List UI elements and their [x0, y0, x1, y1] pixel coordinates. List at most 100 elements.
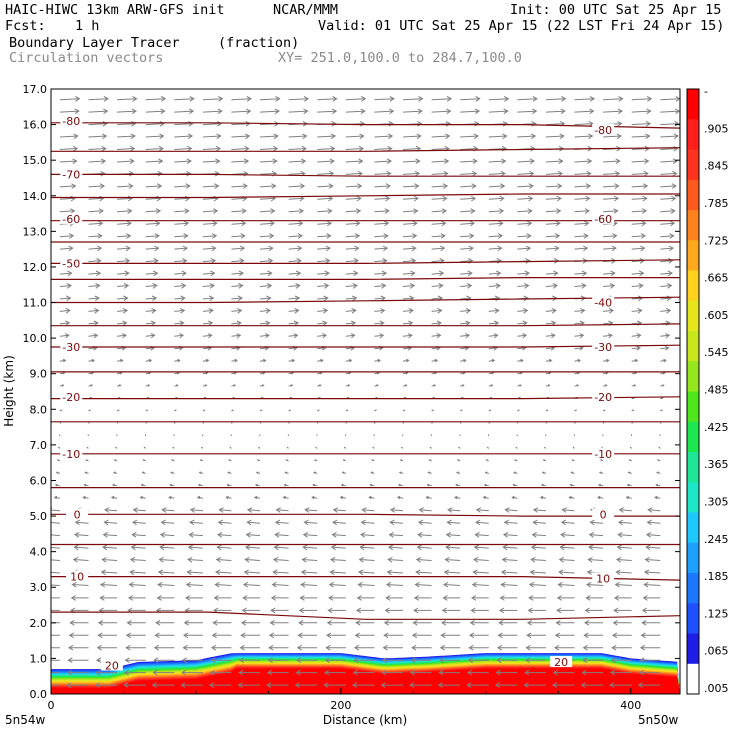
- contour-label: -30: [62, 341, 80, 354]
- vector-arrow: [59, 133, 79, 140]
- vector-arrow: [173, 421, 176, 424]
- vector-arrow: [438, 669, 461, 676]
- vector-arrow: [237, 682, 260, 688]
- vector-arrow: [431, 358, 439, 363]
- vector-arrow: [660, 384, 665, 387]
- vector-arrow: [460, 233, 475, 239]
- vector-arrow: [187, 556, 203, 563]
- vector-arrow: [660, 145, 679, 152]
- vector-arrow: [317, 183, 334, 189]
- vector-arrow: [468, 644, 489, 651]
- vector-arrow: [496, 657, 518, 664]
- vector-arrow: [443, 569, 461, 576]
- vector-arrow: [59, 183, 77, 189]
- vector-arrow: [259, 421, 262, 424]
- vector-arrow: [246, 519, 261, 526]
- vector-arrow: [317, 108, 338, 115]
- vector-arrow: [316, 434, 318, 437]
- vector-arrow: [660, 283, 673, 289]
- vector-arrow: [504, 507, 518, 513]
- vector-arrow: [96, 644, 118, 651]
- vector-arrow: [402, 133, 422, 140]
- vector-arrow: [517, 158, 536, 165]
- vector-arrow: [157, 581, 175, 588]
- vector-arrow: [399, 459, 404, 462]
- vector-arrow: [317, 283, 330, 289]
- vector-arrow: [488, 183, 506, 189]
- vector-arrow: [502, 532, 518, 538]
- colorbar-label: .425: [704, 421, 729, 434]
- vector-arrow: [385, 581, 404, 588]
- vector-arrow: [558, 569, 575, 576]
- vector-arrow: [126, 619, 146, 626]
- vector-arrow: [211, 632, 232, 639]
- vector-arrow: [373, 434, 375, 437]
- colorbar-swatch: [687, 119, 699, 151]
- vector-arrow: [545, 270, 559, 277]
- vector-arrow: [189, 507, 203, 513]
- vector-arrow: [431, 333, 442, 339]
- y-tick-label: 5.0: [30, 510, 48, 523]
- colorbar-label: .605: [704, 309, 729, 322]
- vector-arrow: [359, 544, 375, 551]
- vector-arrow: [51, 519, 60, 525]
- contour-label: -60: [594, 213, 612, 226]
- vector-arrow: [559, 544, 575, 551]
- vector-arrow: [374, 145, 393, 152]
- vector-arrow: [471, 581, 489, 588]
- vector-arrow: [631, 345, 641, 351]
- vector-arrow: [431, 170, 449, 177]
- vector-arrow: [660, 170, 678, 177]
- vector-arrow: [528, 581, 546, 588]
- vector-arrow: [288, 220, 304, 227]
- vector-arrow: [387, 544, 404, 551]
- vector-arrow: [51, 659, 60, 661]
- vector-arrow: [170, 471, 175, 474]
- vector-arrow: [545, 233, 561, 239]
- vector-arrow: [339, 495, 346, 500]
- vector-arrow: [402, 108, 423, 115]
- init-time: Init: 00 UTC Sat 25 Apr 15: [510, 2, 722, 18]
- vector-arrow: [345, 270, 359, 277]
- vector-arrow: [326, 619, 346, 626]
- vector-arrow: [288, 270, 302, 277]
- vector-arrow: [631, 220, 647, 227]
- vector-arrow: [288, 320, 300, 326]
- vector-arrow: [574, 208, 590, 214]
- vector-arrow: [639, 657, 661, 664]
- vector-arrow: [117, 208, 133, 214]
- vector-arrow: [345, 233, 361, 239]
- vector-arrow: [139, 495, 146, 500]
- y-tick-label: 11.0: [23, 297, 48, 310]
- vector-arrow: [545, 96, 567, 102]
- vector-arrow: [174, 307, 186, 314]
- vector-arrow: [517, 233, 532, 239]
- vector-arrow: [415, 556, 432, 563]
- vector-arrow: [417, 519, 432, 526]
- vector-arrow: [317, 133, 337, 140]
- vector-arrow: [313, 471, 318, 474]
- contour-label-bg: [592, 296, 615, 308]
- vector-arrow: [568, 495, 575, 500]
- vector-arrow: [202, 283, 215, 289]
- vector-arrow: [174, 384, 179, 387]
- model-title: HAIC-HIWC 13km ARW-GFS init: [5, 2, 225, 18]
- vector-arrow: [244, 556, 261, 563]
- vector-arrow: [603, 133, 622, 140]
- vector-arrow: [59, 208, 76, 214]
- field-name: Boundary Layer Tracer: [9, 35, 180, 51]
- vector-arrow: [129, 569, 146, 576]
- vector-arrow: [471, 595, 489, 601]
- vector-arrow: [116, 384, 122, 387]
- vector-arrow: [441, 607, 461, 614]
- vector-arrow: [494, 682, 518, 688]
- vector-arrow: [643, 569, 661, 576]
- valid-time: Valid: 01 UTC Sat 25 Apr 15 (22 LST Fri …: [318, 18, 725, 34]
- vector-arrow: [397, 483, 404, 487]
- vector-arrow: [324, 657, 346, 664]
- vector-arrow: [259, 333, 270, 339]
- vector-arrow: [145, 208, 162, 214]
- vector-arrow: [300, 569, 318, 576]
- vector-arrow: [488, 421, 491, 424]
- colorbar-frame: [686, 88, 700, 695]
